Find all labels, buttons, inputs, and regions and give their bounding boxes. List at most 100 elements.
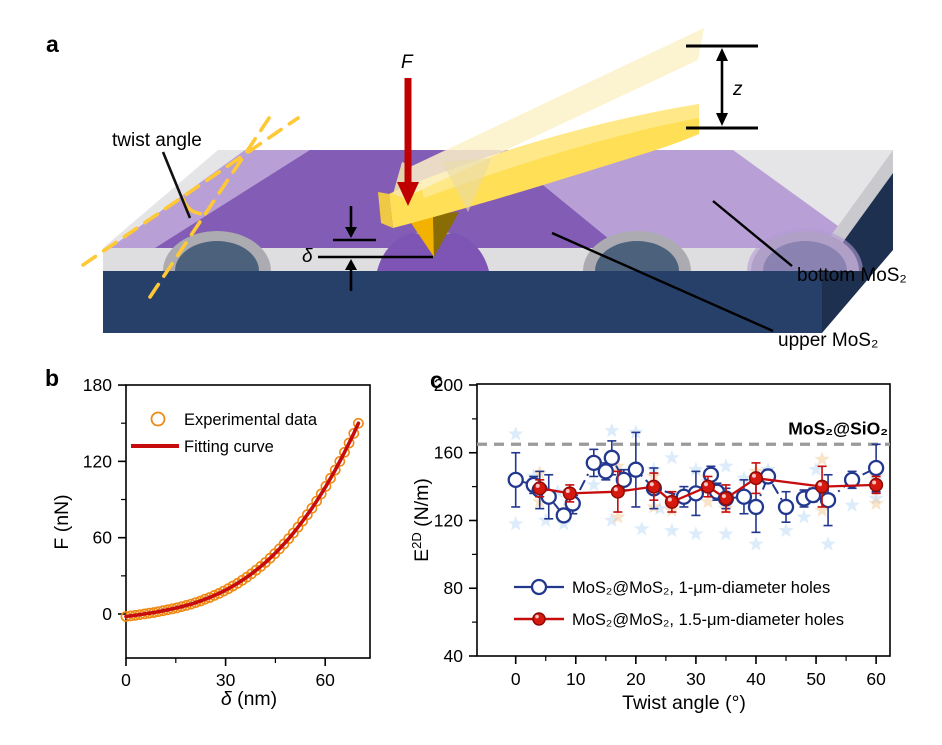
fit-line — [124, 421, 361, 619]
data-point-filled — [646, 479, 661, 494]
panel-b-chart: 0 30 60 0 60 120 180 F (nN) δ (nm) Experimental d… — [51, 375, 371, 710]
data-point-open — [804, 486, 822, 504]
force-label: F — [401, 52, 414, 73]
data-point-open — [597, 463, 614, 480]
reference-line-label: MoS₂@SiO₂ — [788, 418, 888, 438]
y-tick-label: 40 — [444, 646, 464, 666]
bottom-mos2-pointer — [712, 200, 793, 267]
y-axis-label: F (nN) — [51, 494, 73, 549]
bottom-mos2-label: bottom MoS₂ — [797, 265, 907, 286]
data-point — [315, 488, 327, 500]
y-tick-label: 120 — [434, 510, 463, 530]
panel-c-chart: 0 10 20 30 40 50 60 40 80 120 160 200 E2D (N/m) Twist… — [409, 375, 891, 714]
blue-star — [508, 426, 524, 441]
blue-star — [778, 522, 794, 538]
blue-star — [538, 512, 554, 527]
blue-star — [796, 509, 812, 524]
data-point-open — [819, 492, 837, 509]
force-arrow-head — [397, 182, 419, 206]
blue-star — [820, 536, 836, 551]
data-point-open — [747, 498, 765, 516]
data-point-filled — [562, 486, 577, 501]
data-point-open — [507, 471, 524, 488]
legend-marker-red — [532, 612, 546, 626]
x-tick-label: 60 — [315, 670, 335, 690]
data-point-gloss — [613, 487, 618, 492]
data-point-filled — [718, 491, 733, 506]
afm-assembly — [378, 28, 704, 257]
legend: MoS₂@MoS₂, 1-μm-diameter holes MoS₂@MoS₂,… — [514, 578, 844, 629]
z-arrow-head-up — [716, 48, 728, 61]
x-tick-label: 20 — [626, 669, 646, 689]
layer-labels: bottom MoS₂ upper MoS₂ — [551, 200, 907, 351]
data-point-open — [735, 488, 753, 505]
blue-star — [748, 536, 764, 551]
legend-label-red: MoS₂@MoS₂, 1.5-μm-diameter holes — [572, 611, 844, 629]
y-tick-label: 180 — [83, 375, 112, 395]
cantilever-rest-ghost — [404, 28, 704, 198]
x-axis-label: Twist angle (°) — [622, 692, 746, 714]
y-tick-label: 80 — [444, 578, 464, 598]
blue-star — [508, 515, 524, 531]
twist-pointer-line — [161, 151, 192, 219]
blue-star — [688, 461, 704, 477]
blue-star — [664, 522, 680, 538]
panel-a-letter: a — [46, 31, 59, 57]
hole4-membrane — [747, 228, 863, 271]
data-point-open — [777, 498, 795, 516]
upper-mos2-label: upper MoS₂ — [778, 330, 878, 351]
blue-star — [604, 512, 620, 527]
orange-star — [814, 502, 830, 517]
y-tick-label: 200 — [434, 375, 463, 395]
blue-star — [664, 449, 680, 465]
upper-mos2-pointer — [551, 231, 774, 333]
delta-arrow-up-head — [345, 259, 357, 270]
blue-star — [604, 422, 620, 438]
data-point-filled — [815, 479, 830, 494]
tip-right-face — [433, 212, 459, 257]
data-point-open — [555, 507, 572, 524]
hole1-dome — [175, 241, 259, 271]
data-point-gloss — [703, 482, 708, 487]
z-arrow-head-down — [716, 113, 728, 126]
panel-c-letter: c — [430, 367, 443, 393]
legend-marker-blue — [530, 578, 548, 596]
data-point-open — [627, 461, 644, 478]
tip-left-face — [407, 214, 434, 257]
data-point-gloss — [818, 482, 823, 487]
data-point — [325, 472, 336, 484]
twist-angle-label: twist angle — [112, 130, 202, 151]
data-point-filled — [748, 471, 764, 486]
data-point-open — [585, 454, 602, 472]
x-tick-label: 40 — [746, 669, 766, 689]
data-point — [352, 417, 364, 429]
data-point — [339, 446, 350, 458]
tip-ghost — [442, 158, 492, 212]
data-point-open — [867, 459, 885, 477]
blue-star — [688, 526, 704, 541]
y-axis-label: E2D (N/m) — [409, 478, 433, 562]
data-point-gloss — [535, 483, 540, 488]
data-point-filled — [532, 481, 547, 496]
y-tick-label: 120 — [83, 451, 112, 471]
blue-star — [586, 476, 602, 492]
delta-label: δ — [302, 246, 313, 267]
data-point-gloss — [872, 480, 877, 485]
data-point-filled — [610, 484, 625, 499]
x-tick-label: 30 — [686, 669, 706, 689]
panel-b-letter: b — [45, 365, 60, 391]
data-point — [320, 480, 332, 492]
delta-arrow-down-head — [345, 227, 357, 238]
data-point-filled — [700, 479, 715, 494]
data-point-open — [615, 471, 632, 488]
x-tick-label: 10 — [566, 669, 586, 689]
blue-star — [718, 526, 734, 541]
x-tick-label: 60 — [866, 669, 886, 689]
y-tick-label: 60 — [93, 528, 113, 548]
blue-star — [736, 470, 752, 485]
red-series — [532, 462, 884, 513]
data-point-gloss — [667, 497, 672, 502]
series-line — [539, 477, 877, 504]
legend-label-experimental: Experimental data — [184, 411, 318, 429]
